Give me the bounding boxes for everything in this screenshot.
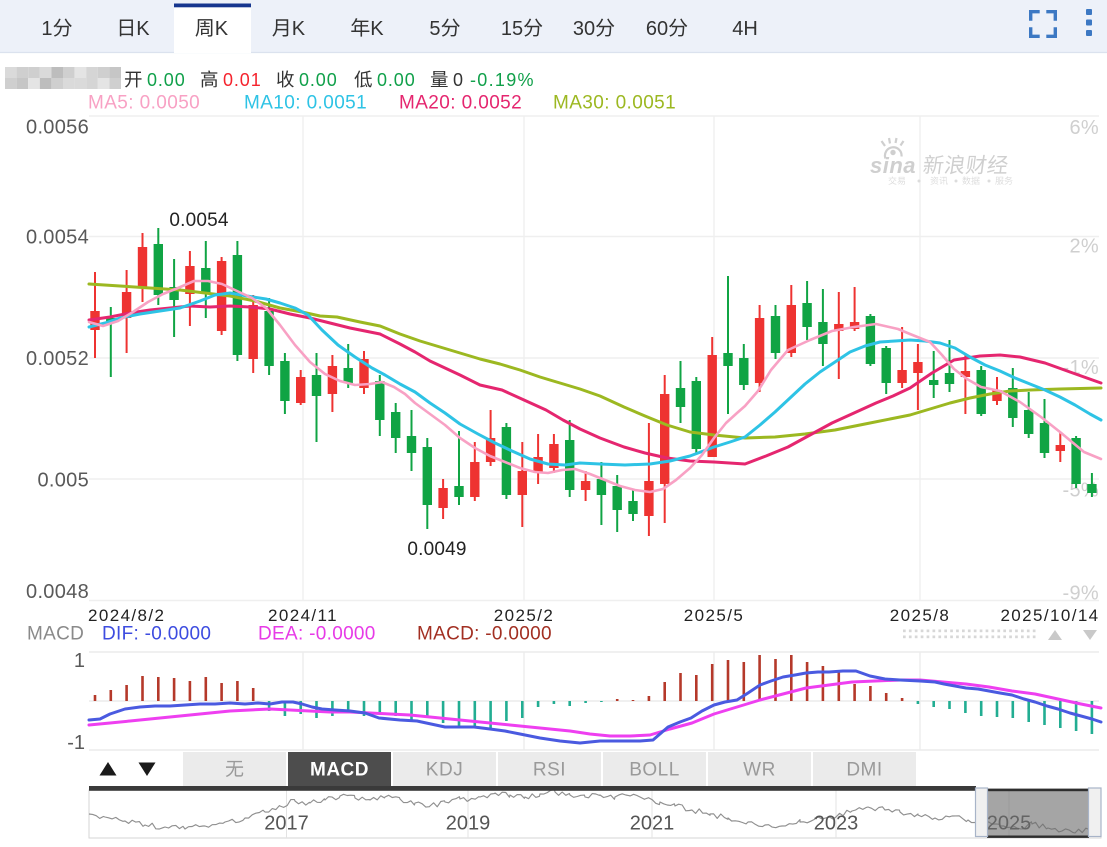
svg-text:BOLL: BOLL	[629, 760, 680, 781]
svg-text:0.0056: 0.0056	[26, 116, 89, 138]
svg-text:0.00: 0.00	[377, 70, 416, 90]
svg-text:0.0052: 0.0052	[26, 348, 89, 370]
svg-text:-9%: -9%	[1063, 582, 1099, 604]
svg-text:2%: 2%	[1069, 236, 1099, 258]
svg-text:0.00: 0.00	[299, 70, 338, 90]
svg-text:K: K	[370, 18, 384, 40]
svg-text:WR: WR	[743, 760, 776, 781]
svg-text:5: 5	[429, 18, 440, 40]
svg-text:0.00: 0.00	[147, 70, 186, 90]
svg-text:MACD: MACD	[310, 760, 369, 781]
svg-text:2017: 2017	[264, 813, 309, 835]
svg-text:MA20: 0.0052: MA20: 0.0052	[399, 93, 522, 114]
svg-text:0.0054: 0.0054	[169, 210, 229, 231]
svg-text:MA10: 0.0051: MA10: 0.0051	[244, 93, 367, 114]
svg-text:0.0054: 0.0054	[26, 227, 89, 249]
svg-text:6%: 6%	[1069, 117, 1099, 139]
svg-text:RSI: RSI	[533, 760, 566, 781]
svg-text:K: K	[292, 18, 306, 40]
svg-text:4H: 4H	[732, 18, 758, 40]
svg-text:2021: 2021	[630, 813, 675, 835]
svg-text:0.0048: 0.0048	[26, 581, 89, 603]
svg-text:2024/8/2: 2024/8/2	[88, 606, 165, 625]
svg-text:15: 15	[501, 18, 523, 40]
svg-text:KDJ: KDJ	[426, 760, 463, 781]
svg-text:1: 1	[74, 650, 85, 672]
svg-text:2024/11: 2024/11	[268, 606, 338, 625]
svg-text:0: 0	[453, 70, 463, 90]
svg-text:K: K	[136, 18, 150, 40]
svg-text:-1: -1	[67, 732, 85, 754]
svg-text:DMI: DMI	[846, 760, 882, 781]
svg-text:2023: 2023	[814, 813, 859, 835]
svg-text:30: 30	[573, 18, 595, 40]
svg-text:2025/5: 2025/5	[684, 606, 744, 625]
svg-text:0.01: 0.01	[223, 70, 262, 90]
svg-text:DIF: -0.0000: DIF: -0.0000	[102, 624, 211, 645]
svg-text:sina: sina	[870, 153, 916, 178]
svg-text:60: 60	[646, 18, 668, 40]
svg-text:MACD: -0.0000: MACD: -0.0000	[417, 624, 552, 645]
svg-text:K: K	[215, 18, 229, 40]
svg-text:1: 1	[41, 18, 52, 40]
svg-text:DEA: -0.0000: DEA: -0.0000	[258, 624, 376, 645]
svg-text:MA5: 0.0050: MA5: 0.0050	[88, 93, 200, 114]
svg-text:2025/8: 2025/8	[890, 606, 950, 625]
svg-text:0.005: 0.005	[37, 469, 89, 491]
svg-text:2025/2: 2025/2	[494, 606, 554, 625]
svg-text:2025/10/14: 2025/10/14	[1000, 606, 1099, 625]
svg-text:MACD: MACD	[27, 624, 84, 645]
svg-text:-0.19%: -0.19%	[470, 70, 535, 90]
svg-text:0.0049: 0.0049	[407, 539, 466, 560]
svg-text:2019: 2019	[446, 813, 491, 835]
svg-text:MA30: 0.0051: MA30: 0.0051	[553, 93, 676, 114]
